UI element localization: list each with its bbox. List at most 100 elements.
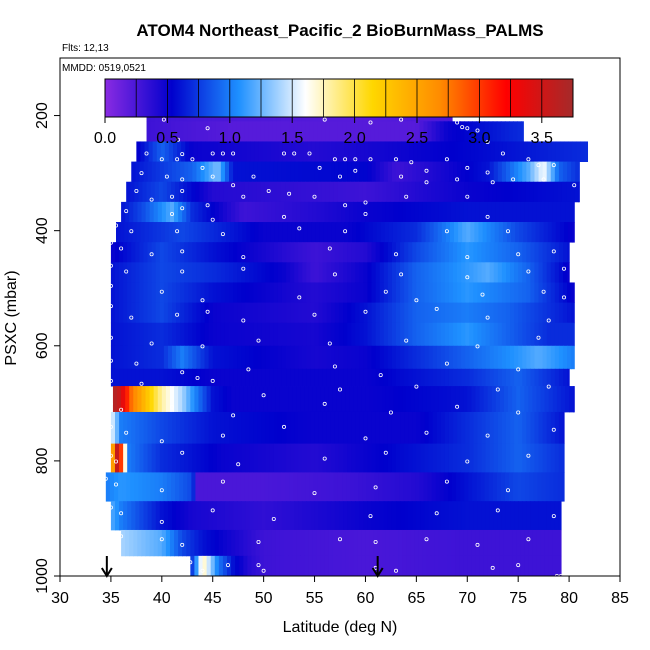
heatmap-cell	[534, 322, 540, 347]
heatmap-cell	[312, 529, 318, 557]
heatmap-cell	[123, 345, 128, 370]
heatmap-cell	[123, 302, 128, 324]
heatmap-cell	[338, 501, 344, 531]
heatmap-cell	[332, 529, 338, 557]
heatmap-cell	[428, 262, 434, 283]
heatmap-cell	[432, 262, 438, 283]
heatmap-cell	[131, 322, 136, 347]
heatmap-cell	[232, 472, 237, 502]
heatmap-cell	[383, 161, 389, 183]
heatmap-cell	[129, 529, 134, 557]
heatmap-cell	[114, 411, 120, 445]
heatmap-cell	[197, 141, 203, 162]
heatmap-cell	[411, 472, 416, 502]
data-point	[332, 272, 337, 277]
heatmap-cell	[510, 322, 515, 347]
heatmap-cell	[328, 529, 334, 557]
heatmap-cell	[359, 242, 365, 263]
heatmap-cell	[155, 242, 161, 263]
heatmap-cell	[195, 121, 201, 142]
heatmap-cell	[219, 181, 225, 203]
heatmap-cell	[450, 529, 456, 557]
heatmap-cell	[551, 222, 557, 243]
heatmap-cell	[273, 322, 279, 347]
heatmap-cell	[488, 121, 494, 142]
heatmap-cell	[369, 386, 375, 413]
heatmap-cell	[518, 322, 523, 347]
heatmap-cell	[430, 529, 436, 557]
heatmap-cell	[358, 472, 363, 502]
heatmap-row	[110, 302, 575, 324]
heatmap-cell	[456, 181, 461, 203]
heatmap-cell	[383, 501, 389, 531]
heatmap-cell	[474, 222, 480, 243]
heatmap-cell	[293, 121, 298, 142]
heatmap-cell	[441, 222, 447, 243]
heatmap-cell	[136, 141, 142, 162]
data-point	[119, 407, 124, 412]
heatmap-cell	[538, 262, 544, 283]
heatmap-row	[110, 443, 565, 473]
heatmap-cell	[109, 472, 115, 502]
heatmap-cell	[504, 121, 510, 142]
heatmap-cell	[143, 282, 149, 304]
heatmap-cell	[255, 386, 261, 413]
heatmap-cell	[146, 472, 152, 502]
heatmap-cell	[355, 302, 360, 324]
heatmap-cell	[314, 262, 320, 283]
heatmap-cell	[347, 322, 352, 347]
heatmap-cell	[196, 161, 202, 183]
data-point	[322, 117, 327, 122]
heatmap-cell	[453, 443, 458, 473]
heatmap-cell	[206, 386, 212, 413]
heatmap-cell	[489, 242, 495, 263]
heatmap-cell	[245, 282, 250, 304]
data-point	[261, 393, 266, 398]
heatmap-cell	[306, 282, 312, 304]
heatmap-cell	[478, 222, 484, 243]
heatmap-cell	[157, 386, 163, 413]
heatmap-cell	[396, 345, 401, 370]
heatmap-cell	[535, 222, 541, 243]
heatmap-cell	[359, 322, 365, 347]
heatmap-row	[131, 161, 580, 183]
heatmap-cell	[420, 302, 426, 324]
heatmap-cell	[359, 282, 365, 304]
data-point	[114, 459, 119, 464]
heatmap-cell	[470, 141, 475, 162]
heatmap-cell	[560, 386, 566, 413]
heatmap-cell	[307, 222, 313, 243]
heatmap-cell	[277, 443, 283, 473]
heatmap-cell	[139, 368, 145, 387]
heatmap-cell	[266, 141, 272, 162]
heatmap-cell	[432, 368, 438, 387]
heatmap-cell	[196, 302, 202, 324]
heatmap-cell	[178, 201, 183, 223]
heatmap-cell	[442, 201, 448, 223]
heatmap-cell	[310, 161, 316, 183]
heatmap-cell	[412, 501, 417, 531]
heatmap-cell	[534, 345, 540, 370]
heatmap-cell	[371, 322, 377, 347]
heatmap-cell	[366, 121, 372, 142]
heatmap-cell	[430, 201, 436, 223]
data-point	[455, 404, 460, 409]
heatmap-cell	[336, 386, 342, 413]
heatmap-cell	[506, 141, 512, 162]
heatmap-cell	[567, 345, 572, 370]
data-point	[180, 542, 185, 547]
heatmap-cell	[317, 181, 323, 203]
heatmap-cell	[309, 121, 315, 142]
heatmap-cell	[370, 472, 376, 502]
heatmap-cell	[188, 302, 193, 324]
heatmap-cell	[357, 529, 362, 557]
heatmap-cell	[458, 222, 463, 243]
heatmap-cell	[540, 529, 546, 557]
heatmap-cell	[354, 121, 359, 142]
heatmap-cell	[180, 242, 185, 263]
heatmap-cell	[294, 282, 299, 304]
heatmap-cell	[293, 181, 298, 203]
heatmap-cell	[242, 222, 247, 243]
heatmap-cell	[267, 386, 273, 413]
data-point	[536, 335, 541, 340]
